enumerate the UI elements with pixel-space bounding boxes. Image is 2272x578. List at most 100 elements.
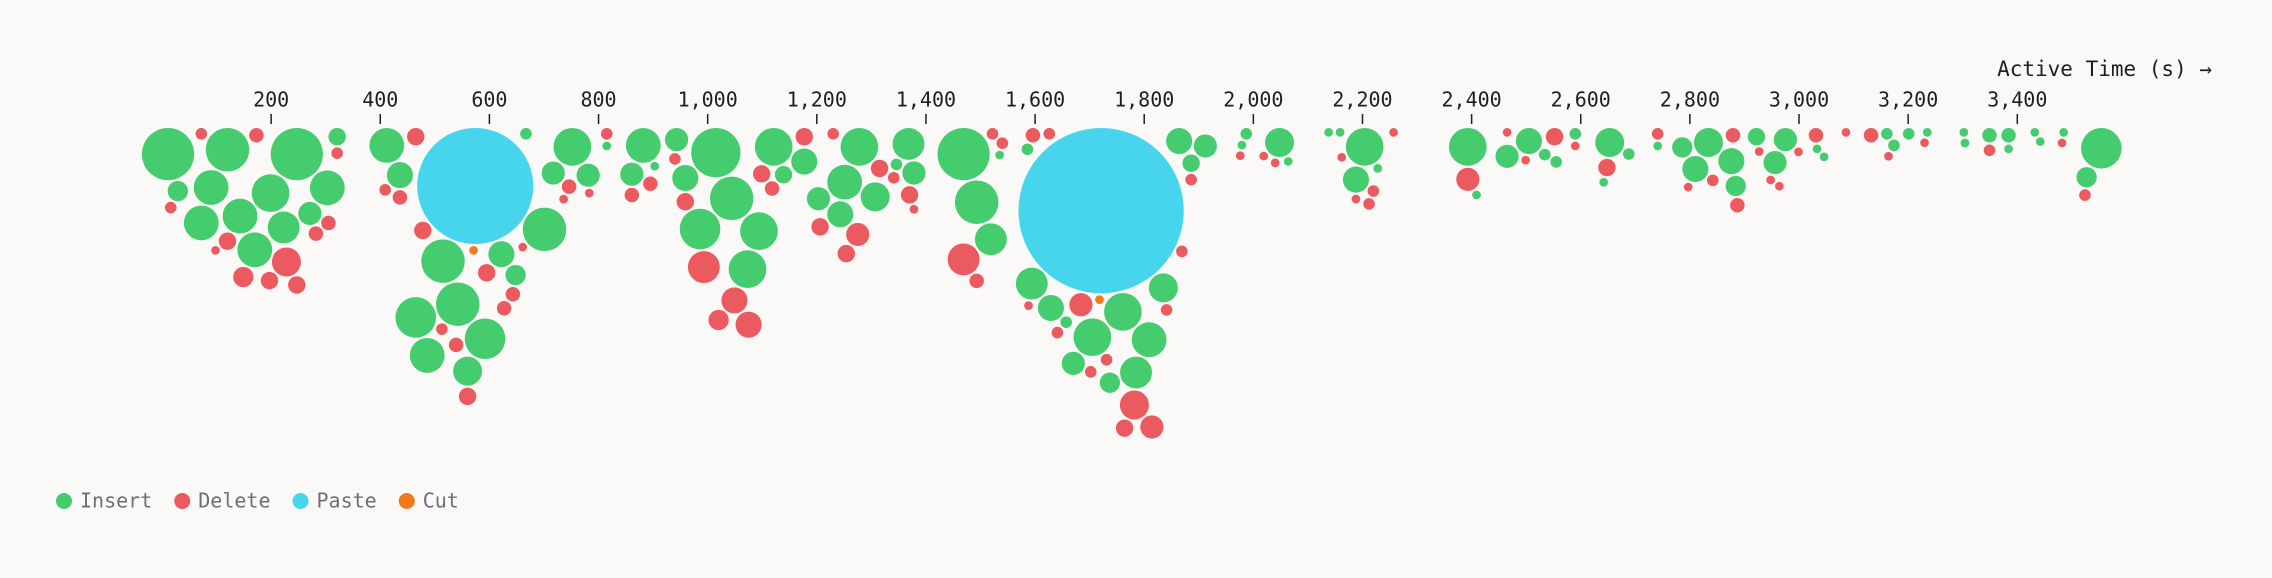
- bubble: [1363, 198, 1375, 210]
- bubble: [167, 180, 188, 202]
- bubble: [1763, 150, 1787, 175]
- bubble: [2059, 128, 2069, 137]
- x-tick-label: 400: [362, 88, 398, 112]
- bubble: [1545, 128, 1564, 146]
- bubble: [233, 266, 254, 288]
- bubble: [448, 337, 464, 353]
- bubble: [1100, 353, 1113, 366]
- bubble: [1983, 144, 1996, 157]
- bubble: [1881, 128, 1893, 140]
- bubble: [496, 300, 512, 316]
- bubble: [650, 161, 660, 171]
- bubble: [902, 161, 926, 185]
- bubble: [298, 201, 322, 226]
- bubble: [1622, 148, 1635, 160]
- bubble: [974, 223, 1007, 256]
- bubble: [947, 243, 980, 276]
- bubble: [1119, 390, 1149, 420]
- bubble: [1598, 158, 1616, 177]
- bubble: [1265, 128, 1295, 157]
- bubble: [1863, 128, 1879, 143]
- bubble: [827, 164, 863, 200]
- bubble: [309, 170, 345, 206]
- bubble: [1193, 134, 1217, 158]
- bubble: [386, 162, 413, 189]
- bubble: [1653, 141, 1663, 151]
- bubble: [791, 148, 818, 175]
- bubble: [1550, 156, 1563, 168]
- bubble: [721, 287, 748, 314]
- x-tick-label: 3,200: [1878, 88, 1938, 112]
- bubble: [1160, 304, 1173, 316]
- bubble: [576, 163, 600, 187]
- bubble: [505, 286, 521, 302]
- bubble: [1683, 182, 1693, 192]
- bubble: [1812, 144, 1822, 154]
- bubble: [2081, 128, 2122, 169]
- bubble: [1240, 128, 1253, 140]
- bubble: [1920, 138, 1929, 148]
- bubble: [2030, 128, 2040, 137]
- bubble: [890, 158, 903, 171]
- bubble: [1707, 174, 1719, 187]
- bubble: [2079, 189, 2091, 201]
- bubble: [969, 273, 984, 289]
- bubble: [1018, 127, 1184, 294]
- bubble: [687, 251, 720, 284]
- bubble: [1176, 245, 1188, 258]
- legend-swatch: [56, 493, 72, 509]
- x-tick-label: 2,200: [1332, 88, 1392, 112]
- bubble: [1043, 128, 1056, 140]
- bubble: [837, 244, 855, 263]
- bubble: [1099, 372, 1120, 393]
- bubble: [860, 182, 890, 212]
- bubble: [1960, 138, 1970, 148]
- bubble: [774, 166, 793, 184]
- bubble: [1515, 128, 1542, 155]
- bubble: [620, 162, 644, 186]
- legend-label: Delete: [198, 489, 270, 513]
- bubble: [669, 153, 681, 165]
- legend-swatch: [174, 493, 191, 509]
- bubble: [1024, 301, 1033, 310]
- bubble: [1570, 141, 1580, 151]
- bubble: [709, 176, 754, 221]
- bubble: [676, 193, 695, 211]
- bubble: [1021, 143, 1034, 156]
- bubble: [260, 271, 279, 290]
- bubble: [643, 176, 658, 191]
- bubble: [1569, 128, 1582, 140]
- bubble: [271, 247, 301, 277]
- bubble: [909, 204, 919, 214]
- bubble: [1185, 173, 1197, 186]
- bubble: [409, 338, 445, 373]
- bubble: [379, 184, 391, 196]
- bubble: [1841, 128, 1851, 137]
- bubble: [1367, 185, 1380, 197]
- x-tick-label: 2,800: [1660, 88, 1720, 112]
- bubble: [559, 194, 568, 204]
- bubble: [708, 309, 729, 331]
- bubble: [222, 198, 258, 234]
- bubble: [1270, 158, 1280, 168]
- bubble: [561, 179, 577, 194]
- bubble: [1747, 128, 1766, 146]
- bubble: [270, 128, 323, 181]
- bubble: [1521, 155, 1530, 165]
- bubble: [1069, 293, 1093, 317]
- bubble: [892, 128, 925, 160]
- bubble: [795, 128, 813, 146]
- bubble: [1115, 419, 1134, 437]
- bubble: [1725, 175, 1746, 197]
- bubble: [827, 201, 854, 228]
- bubble: [1073, 318, 1112, 357]
- bubble: [1808, 128, 1824, 143]
- bubble: [728, 250, 767, 288]
- bubble: [1599, 177, 1609, 187]
- bubble: [1015, 267, 1048, 300]
- x-tick-label: 1,000: [678, 88, 738, 112]
- bubble: [251, 174, 290, 212]
- bubble: [1342, 166, 1369, 193]
- x-tick-label: 1,200: [787, 88, 847, 112]
